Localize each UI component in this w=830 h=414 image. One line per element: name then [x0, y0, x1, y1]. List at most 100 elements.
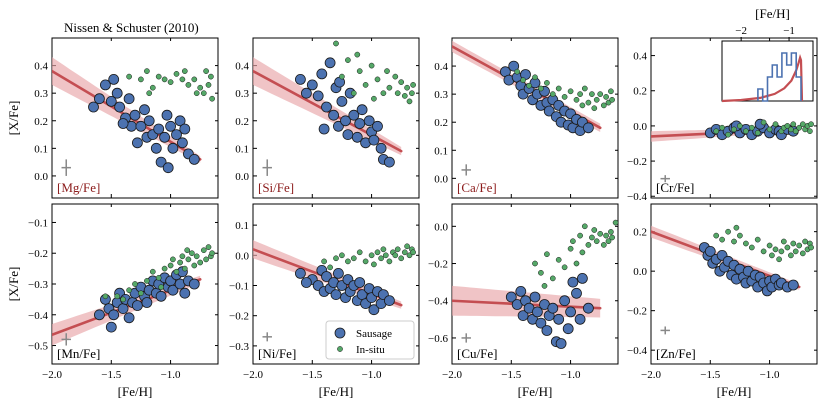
insitu-point	[541, 283, 548, 289]
y-tick-label: −0.4	[627, 191, 647, 203]
insitu-point	[179, 253, 186, 260]
y-tick-label: −0.4	[428, 296, 448, 308]
insitu-point	[149, 268, 156, 275]
insitu-point	[772, 121, 779, 128]
insitu-point	[790, 240, 797, 247]
insitu-point	[392, 252, 399, 259]
y-tick-label: 0.0	[434, 221, 448, 233]
x-tick-label: −2.0	[243, 369, 263, 381]
legend-label-sausage: Sausage	[356, 328, 392, 340]
sausage-point	[368, 304, 380, 316]
insitu-point	[382, 252, 389, 259]
insitu-point	[193, 253, 200, 260]
y-tick-label: −0.2	[428, 259, 448, 271]
insitu-point	[754, 130, 761, 136]
insitu-point	[155, 73, 162, 80]
insitu-point	[398, 255, 405, 262]
insitu-point	[203, 256, 209, 263]
sausage-point	[704, 245, 716, 257]
y-tick-label: 0.2	[235, 116, 249, 128]
insitu-point	[600, 242, 607, 248]
insitu-point	[380, 246, 387, 253]
sausage-point	[114, 101, 125, 113]
insitu-point	[526, 82, 532, 89]
panels: 0.0 0.1 0.2 0.3 0.4 [X/Fe] [Mg/Fe] 0.0 0.1 0.2 0.3…	[6, 6, 818, 399]
panel-frame	[252, 37, 420, 199]
insitu-point	[321, 258, 327, 265]
y-tick-label: 0.0	[235, 171, 249, 183]
y-tick-label: 0.1	[34, 143, 48, 155]
sausage-point	[529, 291, 541, 303]
insitu-point	[191, 262, 198, 269]
insitu-point	[532, 74, 538, 81]
insitu-point	[102, 293, 109, 300]
insitu-point	[561, 94, 568, 100]
sausage-point	[336, 96, 348, 107]
sausage-point	[105, 321, 117, 333]
sausage-point	[332, 267, 344, 279]
sausage-point	[88, 101, 99, 113]
y-tick-label: −0.3	[229, 341, 249, 353]
y-tick-label: −0.1	[229, 281, 249, 293]
insitu-point	[149, 84, 156, 91]
y-tick-label: 0.2	[633, 227, 647, 239]
sausage-point	[577, 272, 588, 284]
insitu-point	[579, 102, 586, 109]
insitu-point	[790, 121, 797, 128]
inset-x-axis-label: [Fe/H]	[755, 6, 790, 21]
insitu-point	[181, 68, 188, 74]
insitu-point	[161, 76, 168, 83]
insitu-point	[719, 124, 725, 131]
y-tick-label: 0.0	[633, 266, 647, 278]
legend: Sausage In-situ	[325, 320, 415, 360]
insitu-point	[555, 256, 562, 263]
sausage-point	[312, 90, 324, 102]
panel-frame	[451, 37, 619, 199]
insitu-point	[179, 76, 186, 83]
sausage-point	[155, 290, 167, 302]
sausage-point	[318, 123, 330, 135]
sausage-point	[129, 109, 141, 121]
insitu-point	[404, 84, 410, 91]
sausage-point	[330, 289, 342, 301]
insitu-point	[719, 236, 725, 243]
sausage-point	[321, 271, 332, 282]
sausage-point	[583, 302, 594, 314]
sausage-point	[131, 300, 143, 311]
panel-frame	[451, 203, 619, 365]
x-axis-label: [Fe/H]	[118, 384, 153, 399]
sausage-point	[117, 118, 129, 129]
plot-area	[651, 224, 814, 297]
insitu-point	[185, 82, 192, 88]
insitu-point	[378, 255, 384, 262]
sausage-point	[150, 142, 162, 154]
insitu-point	[155, 274, 162, 281]
insitu-point	[203, 68, 209, 74]
x-tick-label: −1.5	[501, 369, 521, 381]
sausage-point	[787, 279, 799, 291]
insitu-point	[167, 79, 174, 85]
insitu-point	[158, 284, 164, 290]
sausage-point	[541, 325, 553, 336]
insitu-point	[173, 268, 180, 275]
insitu-point	[808, 244, 814, 251]
sausage-point	[143, 115, 155, 127]
insitu-point	[406, 98, 413, 105]
sausage-point	[562, 323, 574, 335]
sausage-point	[188, 278, 200, 290]
sausage-point	[328, 109, 340, 121]
plot-area	[452, 40, 615, 137]
plot-area	[52, 57, 215, 174]
insitu-point	[555, 85, 562, 92]
sausage-point	[555, 338, 567, 349]
insitu-point	[538, 269, 544, 276]
insitu-point	[209, 250, 215, 257]
insitu-point	[386, 258, 393, 265]
insitu-point	[193, 90, 200, 97]
sausage-point	[155, 156, 167, 168]
insitu-point	[205, 82, 212, 88]
insitu-point	[731, 238, 737, 245]
y-tick-label: 0.4	[633, 51, 647, 63]
y-tick-label: −0.6	[428, 333, 448, 345]
